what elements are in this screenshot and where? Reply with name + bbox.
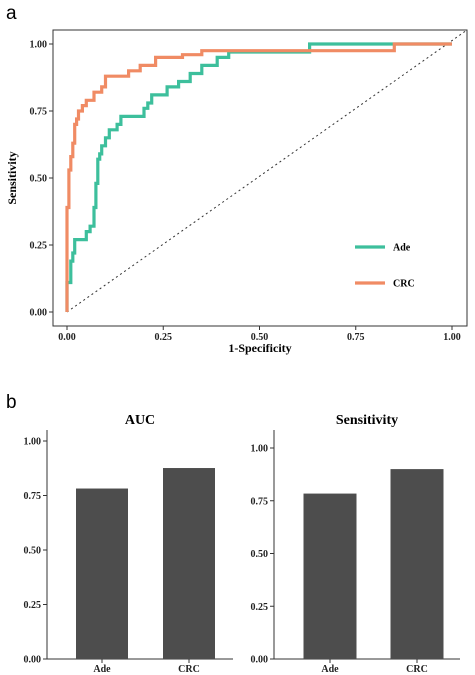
reference-diagonal bbox=[66, 29, 468, 313]
y-tick-label: 0.00 bbox=[24, 655, 42, 666]
y-tick-label: 1.00 bbox=[30, 40, 48, 51]
y-tick-label: 0.75 bbox=[30, 107, 48, 118]
x-tick-label: 1.00 bbox=[443, 332, 461, 343]
legend-label-crc: CRC bbox=[393, 279, 415, 290]
bar-chart-title: Sensitivity bbox=[336, 413, 398, 428]
auc-bar-chart: AUC 0.00 0.25 0.50 0.75 1.00 Ade CRC bbox=[24, 413, 233, 675]
bar-crc bbox=[163, 468, 215, 659]
y-tick-label: 0.50 bbox=[24, 546, 42, 557]
y-tick-label: 0.75 bbox=[24, 491, 42, 502]
x-tick-label: 0.00 bbox=[58, 332, 76, 343]
roc-curve-crc bbox=[65, 42, 452, 312]
x-tick-label: CRC bbox=[406, 664, 428, 675]
y-tick-label: 0.00 bbox=[251, 655, 269, 666]
panel-label-b: b bbox=[6, 392, 17, 413]
bar-chart-title: AUC bbox=[125, 413, 155, 428]
roc-curve-ade bbox=[65, 42, 452, 312]
y-axis-title: Sensitivity bbox=[5, 151, 19, 204]
x-axis-title: 1-Specificity bbox=[228, 341, 291, 355]
x-tick-label: Ade bbox=[321, 664, 339, 675]
legend-label-ade: Ade bbox=[393, 243, 411, 254]
x-tick-label: 0.25 bbox=[155, 332, 173, 343]
x-tick-label: 0.50 bbox=[251, 332, 269, 343]
x-tick-label: Ade bbox=[93, 664, 111, 675]
y-tick-label: 1.00 bbox=[251, 444, 269, 455]
x-tick-label: CRC bbox=[178, 664, 200, 675]
y-tick-label: 0.50 bbox=[251, 549, 269, 560]
y-tick-label: 0.25 bbox=[24, 600, 42, 611]
y-tick-label: 0.75 bbox=[251, 496, 269, 507]
roc-chart: 0.00 0.25 0.50 0.75 1.00 0.00 0.25 0.50 0.75 1.00… bbox=[5, 29, 468, 355]
x-tick-label: 0.75 bbox=[347, 332, 365, 343]
bar-ade bbox=[303, 493, 357, 659]
y-tick-label: 1.00 bbox=[24, 437, 42, 448]
bar-ade bbox=[76, 488, 128, 659]
bar-crc bbox=[390, 469, 444, 659]
sensitivity-bar-chart: Sensitivity 0.00 0.25 0.50 0.75 1.00 Ade CRC bbox=[251, 413, 460, 675]
y-tick-label: 0.25 bbox=[251, 602, 269, 613]
y-tick-label: 0.00 bbox=[30, 308, 48, 319]
panel-label-a: a bbox=[6, 3, 17, 24]
y-tick-label: 0.25 bbox=[30, 241, 48, 252]
y-tick-label: 0.50 bbox=[30, 174, 48, 185]
